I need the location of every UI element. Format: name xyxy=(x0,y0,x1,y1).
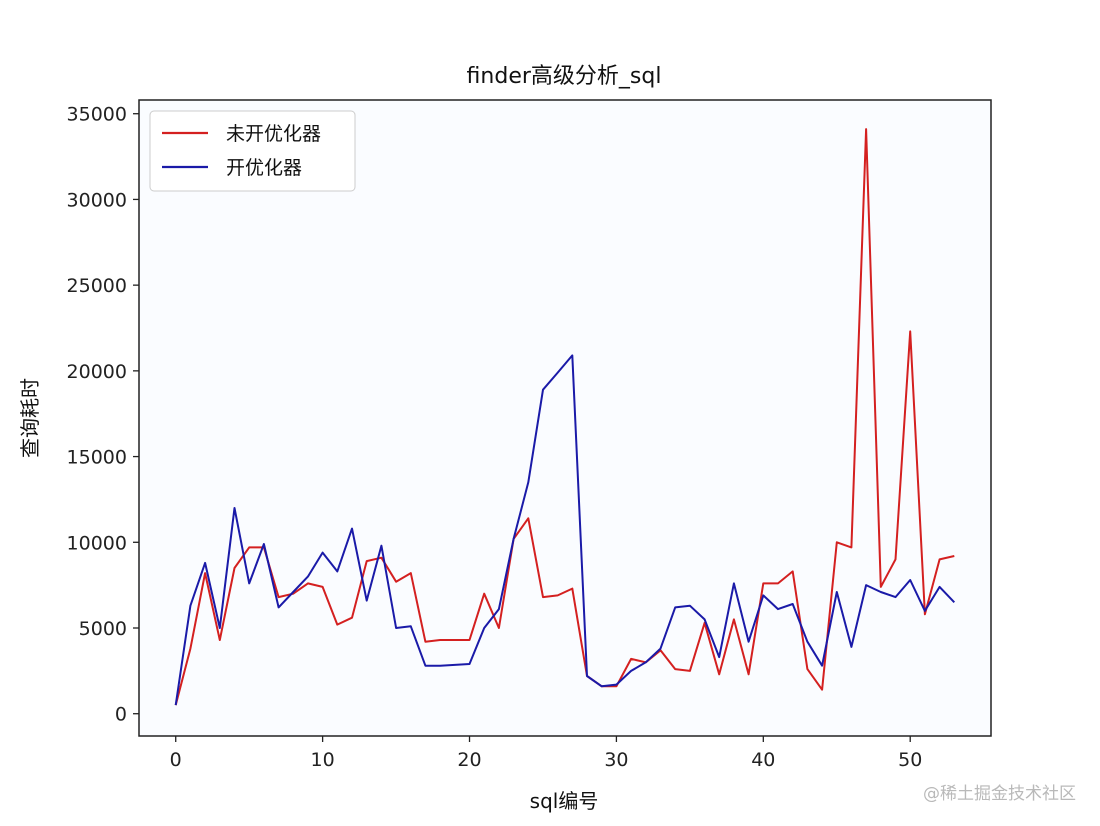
x-tick-label: 0 xyxy=(170,749,182,771)
x-axis-title: sql编号 xyxy=(530,789,599,813)
x-tick-label: 30 xyxy=(604,749,628,771)
y-tick-label: 10000 xyxy=(67,532,127,554)
y-tick-label: 0 xyxy=(115,704,127,726)
y-tick-label: 30000 xyxy=(67,189,127,211)
legend-box xyxy=(149,110,356,192)
x-tick-label: 10 xyxy=(311,749,335,771)
y-axis: 0 5000 10000 15000 20000 25000 30000 35000 xyxy=(67,104,139,726)
series-lines xyxy=(174,128,956,706)
x-tick-label: 50 xyxy=(898,749,922,771)
y-tick-label: 35000 xyxy=(67,104,127,126)
x-axis: 0 10 20 30 40 50 xyxy=(170,736,922,771)
series-line-1 xyxy=(174,354,956,706)
y-tick-label: 25000 xyxy=(67,275,127,297)
y-tick-label: 5000 xyxy=(79,618,127,640)
y-tick-label: 20000 xyxy=(67,361,127,383)
x-tick-label: 40 xyxy=(751,749,775,771)
legend-label-0: 未开优化器 xyxy=(226,123,321,145)
x-tick-label: 20 xyxy=(457,749,481,771)
y-tick-label: 15000 xyxy=(67,447,127,469)
plot-area xyxy=(138,99,992,737)
legend-label-1: 开优化器 xyxy=(226,157,302,179)
series-line-0 xyxy=(174,128,955,706)
watermark: @稀土掘金技术社区 xyxy=(923,784,1076,804)
y-axis-title: 查询耗时 xyxy=(18,378,42,458)
chart-title: finder高级分析_sql xyxy=(467,64,662,89)
